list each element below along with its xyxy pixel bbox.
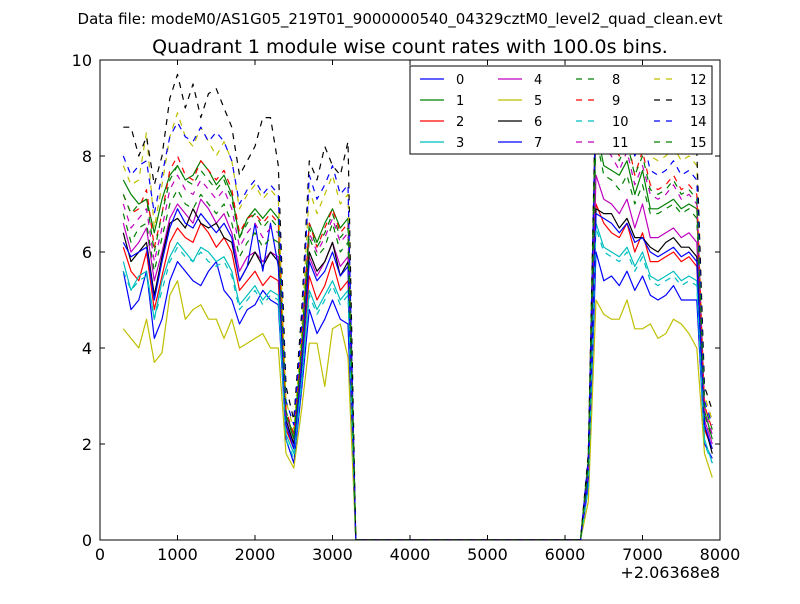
- legend-entry-2: 2: [420, 115, 464, 130]
- x-tick-label: 3000: [312, 545, 353, 564]
- x-tick-label: 5000: [467, 545, 508, 564]
- legend-entry-6: 6: [498, 115, 542, 130]
- y-tick-label: 2: [82, 435, 92, 454]
- y-tick-label: 8: [82, 147, 92, 166]
- series-line-1: [122, 126, 713, 540]
- legend-entry-10: 10: [576, 115, 629, 130]
- legend-label: 3: [456, 136, 464, 151]
- legend-entry-8: 8: [576, 73, 620, 88]
- series-line-15: [122, 92, 713, 540]
- series-line-3: [122, 222, 713, 540]
- legend-label: 0: [456, 73, 464, 88]
- y-tick-label: 4: [82, 339, 92, 358]
- data-file-label: Data file: modeM0/AS1G05_219T01_90000005…: [78, 10, 723, 29]
- legend-entry-15: 15: [654, 136, 707, 151]
- x-tick-label: 6000: [545, 545, 586, 564]
- legend-label: 11: [612, 136, 629, 151]
- legend-entry-11: 11: [576, 136, 629, 151]
- x-tick-label: 4000: [390, 545, 431, 564]
- legend-label: 10: [612, 115, 629, 130]
- legend-label: 8: [612, 73, 620, 88]
- legend-label: 5: [534, 94, 542, 109]
- x-tick-label: 8000: [700, 545, 741, 564]
- x-tick-label: 0: [95, 545, 105, 564]
- series-line-8: [122, 136, 713, 540]
- legend-entry-1: 1: [420, 94, 464, 109]
- legend-entry-9: 9: [576, 94, 620, 109]
- series-line-2: [122, 203, 713, 540]
- series-line-6: [122, 208, 713, 540]
- legend-entry-4: 4: [498, 73, 542, 88]
- legend-label: 4: [534, 73, 542, 88]
- series-lines: [122, 73, 713, 540]
- y-tick-label: 0: [82, 531, 92, 550]
- x-axis-offset-label: +2.06368e8: [620, 563, 720, 582]
- legend-label: 1: [456, 94, 464, 109]
- legend-label: 14: [690, 115, 707, 130]
- y-tick-label: 6: [82, 243, 92, 262]
- x-tick-label: 1000: [157, 545, 198, 564]
- legend-label: 7: [534, 136, 542, 151]
- legend-label: 2: [456, 115, 464, 130]
- x-tick-label: 2000: [235, 545, 276, 564]
- series-line-5: [122, 280, 713, 540]
- legend-label: 15: [690, 136, 707, 151]
- legend-entry-13: 13: [654, 94, 707, 109]
- legend-entry-12: 12: [654, 73, 707, 88]
- plot-area: [122, 73, 713, 540]
- legend-label: 13: [690, 94, 707, 109]
- x-tick-label: 7000: [622, 545, 663, 564]
- legend-entry-14: 14: [654, 115, 707, 130]
- legend-label: 9: [612, 94, 620, 109]
- series-line-0: [122, 251, 713, 540]
- legend-entry-7: 7: [498, 136, 542, 151]
- series-line-9: [122, 83, 713, 540]
- series-line-11: [122, 107, 713, 540]
- legend-entry-5: 5: [498, 94, 542, 109]
- legend-label: 12: [690, 73, 707, 88]
- series-line-14: [122, 88, 713, 540]
- series-line-10: [122, 227, 713, 540]
- legend-entry-3: 3: [420, 136, 464, 151]
- y-tick-label: 10: [72, 51, 92, 70]
- chart-title: Quadrant 1 module wise count rates with …: [152, 36, 668, 58]
- legend-box: [409, 65, 713, 155]
- legend-entry-0: 0: [420, 73, 464, 88]
- legend-label: 6: [534, 115, 542, 130]
- series-line-7: [122, 208, 713, 540]
